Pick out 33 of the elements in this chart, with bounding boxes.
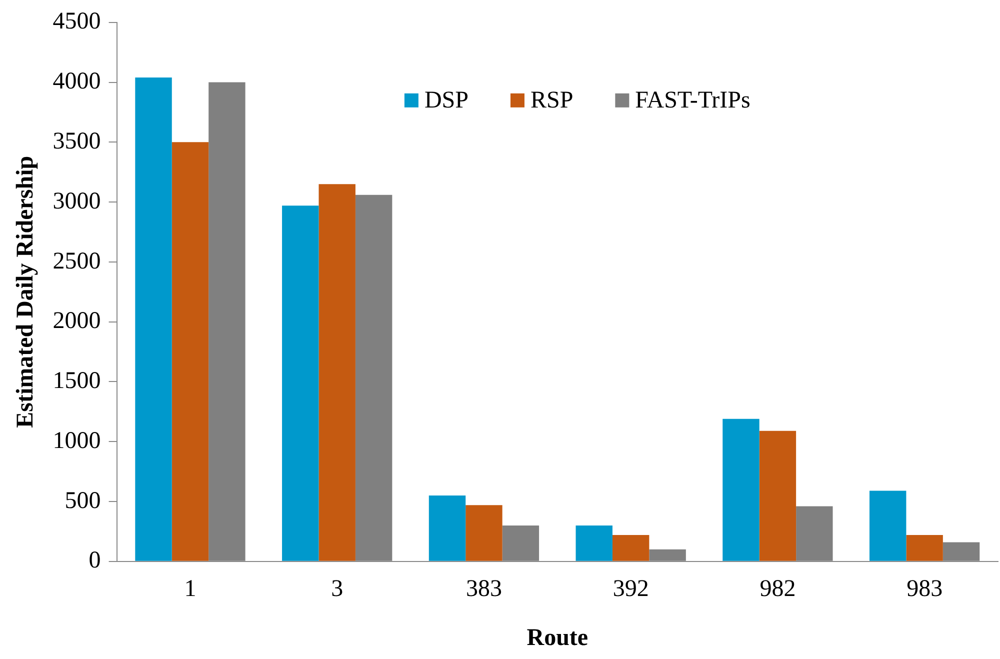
- bar: [428, 496, 466, 561]
- x-tick-label: 982: [760, 576, 796, 602]
- legend-label: RSP: [530, 88, 574, 114]
- bar: [906, 535, 943, 561]
- y-tick-label: 2500: [52, 248, 101, 274]
- legend-label: DSP: [424, 88, 468, 114]
- y-tick-label: 500: [64, 488, 101, 514]
- bar: [759, 430, 796, 561]
- y-tick-label: 0: [88, 548, 101, 574]
- x-tick-label: 383: [466, 576, 502, 602]
- x-tick-label: 1: [184, 576, 196, 602]
- bar: [576, 525, 612, 561]
- y-tick-label: 3000: [52, 188, 101, 214]
- bar: [612, 535, 650, 561]
- x-tick-label: 3: [331, 576, 344, 602]
- bar: [135, 78, 172, 561]
- bar: [318, 184, 356, 561]
- y-tick-label: 2000: [52, 308, 101, 334]
- y-tick-label: 1000: [52, 428, 101, 454]
- y-tick-label: 4500: [52, 8, 101, 35]
- x-tick-label: 983: [906, 576, 943, 602]
- x-tick-label: 392: [612, 576, 649, 602]
- bar: [282, 206, 319, 561]
- x-axis-title: Route: [526, 624, 588, 651]
- y-axis-title: Estimated Daily Ridership: [12, 156, 39, 428]
- bar: [722, 418, 760, 561]
- bar: [466, 505, 502, 561]
- legend-label: FAST-TrIPs: [635, 88, 750, 114]
- y-tick-label: 3500: [52, 128, 101, 154]
- y-tick-label: 4000: [52, 68, 101, 95]
- y-tick-label: 1500: [52, 368, 101, 394]
- bar: [172, 142, 209, 561]
- bar: [869, 490, 906, 561]
